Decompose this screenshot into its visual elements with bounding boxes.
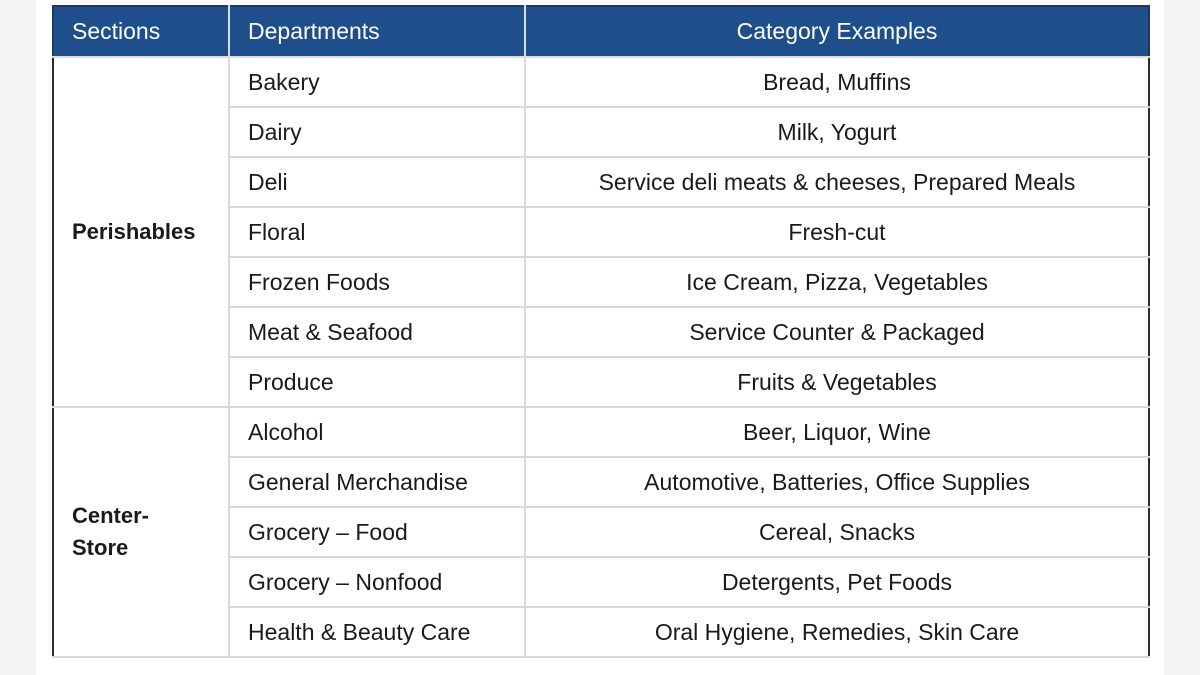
category-examples-cell: Detergents, Pet Foods xyxy=(524,556,1150,608)
table-row: Grocery – Nonfood Detergents, Pet Foods xyxy=(53,556,1150,608)
department-table: Sections Departments Category Examples P… xyxy=(52,5,1150,658)
section-label: Perishables xyxy=(52,56,230,408)
department-cell: General Merchandise xyxy=(228,456,526,508)
category-examples-cell: Service deli meats & cheeses, Prepared M… xyxy=(524,156,1150,208)
document-page: Sections Departments Category Examples P… xyxy=(36,0,1164,675)
table-row: Produce Fruits & Vegetables xyxy=(53,356,1150,408)
header-sections: Sections xyxy=(52,5,230,58)
department-cell: Dairy xyxy=(228,106,526,158)
category-examples-cell: Milk, Yogurt xyxy=(524,106,1150,158)
table-row: General Merchandise Automotive, Batteries… xyxy=(53,456,1150,508)
table-row: Center- Store Alcohol Beer, Liquor, Wine xyxy=(52,406,1150,658)
category-examples-cell: Fruits & Vegetables xyxy=(524,356,1150,408)
department-cell: Meat & Seafood xyxy=(228,306,526,358)
department-cell: Grocery – Nonfood xyxy=(228,556,526,608)
department-cell: Floral xyxy=(228,206,526,258)
table-row: Perishables Bakery Bread, Muffins xyxy=(52,56,1150,408)
department-cell: Deli xyxy=(228,156,526,208)
table-row: Meat & Seafood Service Counter & Packaged xyxy=(53,306,1150,358)
department-cell: Bakery xyxy=(228,56,526,108)
table-row: Grocery – Food Cereal, Snacks xyxy=(53,506,1150,558)
header-category-examples: Category Examples xyxy=(524,5,1150,58)
category-examples-cell: Oral Hygiene, Remedies, Skin Care xyxy=(524,606,1150,658)
department-cell: Health & Beauty Care xyxy=(228,606,526,658)
category-examples-cell: Bread, Muffins xyxy=(524,56,1150,108)
category-examples-cell: Service Counter & Packaged xyxy=(524,306,1150,358)
department-cell: Frozen Foods xyxy=(228,256,526,308)
department-cell: Alcohol xyxy=(228,406,526,458)
table-header-row: Sections Departments Category Examples xyxy=(52,5,1150,58)
category-examples-cell: Beer, Liquor, Wine xyxy=(524,406,1150,458)
header-departments: Departments xyxy=(228,5,526,58)
category-examples-cell: Automotive, Batteries, Office Supplies xyxy=(524,456,1150,508)
table-row: Floral Fresh-cut xyxy=(53,206,1150,258)
category-examples-cell: Cereal, Snacks xyxy=(524,506,1150,558)
category-examples-cell: Ice Cream, Pizza, Vegetables xyxy=(524,256,1150,308)
category-examples-cell: Fresh-cut xyxy=(524,206,1150,258)
department-cell: Produce xyxy=(228,356,526,408)
table-row: Deli Service deli meats & cheeses, Prepar… xyxy=(53,156,1150,208)
table-row: Health & Beauty Care Oral Hygiene, Remedi… xyxy=(53,606,1150,658)
section-label: Center- Store xyxy=(52,406,230,658)
table-row: Frozen Foods Ice Cream, Pizza, Vegetables xyxy=(53,256,1150,308)
department-cell: Grocery – Food xyxy=(228,506,526,558)
table-row: Dairy Milk, Yogurt xyxy=(53,106,1150,158)
table-body: Perishables Bakery Bread, Muffins Dairy Milk… xyxy=(52,56,1150,658)
